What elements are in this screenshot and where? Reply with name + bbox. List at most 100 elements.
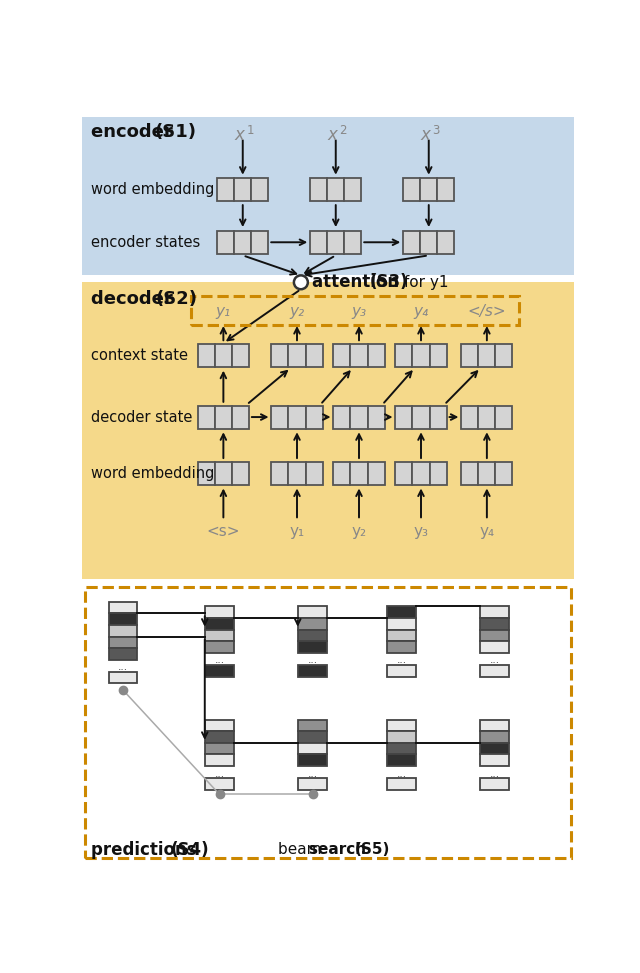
Bar bbox=[387, 778, 417, 790]
Bar bbox=[480, 630, 509, 641]
Bar bbox=[478, 462, 495, 485]
Text: context state: context state bbox=[91, 348, 188, 363]
Text: ...: ... bbox=[397, 656, 406, 666]
Bar bbox=[205, 618, 234, 630]
Text: 2: 2 bbox=[340, 125, 347, 137]
Text: decoder state: decoder state bbox=[91, 410, 192, 424]
Bar bbox=[327, 231, 344, 254]
Bar bbox=[495, 462, 513, 485]
Text: predictions: predictions bbox=[91, 841, 202, 858]
Bar bbox=[367, 462, 385, 485]
Text: ...: ... bbox=[307, 656, 317, 666]
Bar bbox=[480, 641, 509, 653]
Bar bbox=[480, 665, 509, 676]
Text: y₂: y₂ bbox=[289, 305, 305, 319]
Text: attention: attention bbox=[312, 273, 404, 291]
Bar bbox=[215, 462, 232, 485]
Text: (S1): (S1) bbox=[154, 123, 196, 141]
Text: ...: ... bbox=[214, 656, 225, 666]
Bar bbox=[420, 178, 437, 201]
Bar bbox=[215, 343, 232, 367]
Text: for y1: for y1 bbox=[399, 274, 449, 290]
Bar bbox=[387, 720, 417, 732]
Text: y₃: y₃ bbox=[413, 523, 429, 538]
Text: y₁: y₁ bbox=[216, 305, 231, 319]
Bar bbox=[351, 406, 367, 429]
Bar bbox=[234, 231, 252, 254]
Bar bbox=[412, 406, 429, 429]
Bar bbox=[351, 462, 367, 485]
Bar bbox=[298, 641, 327, 653]
Bar bbox=[367, 343, 385, 367]
Bar bbox=[333, 343, 351, 367]
Bar bbox=[198, 462, 215, 485]
Bar bbox=[205, 754, 234, 766]
Bar bbox=[298, 618, 327, 630]
Bar bbox=[480, 618, 509, 630]
Bar bbox=[298, 606, 327, 618]
Bar bbox=[252, 178, 268, 201]
Bar bbox=[298, 720, 327, 732]
Text: (S2): (S2) bbox=[156, 290, 198, 308]
Bar bbox=[387, 665, 417, 676]
Bar bbox=[109, 613, 136, 625]
Bar bbox=[387, 641, 417, 653]
Bar bbox=[387, 742, 417, 754]
Bar bbox=[198, 406, 215, 429]
Bar bbox=[387, 606, 417, 618]
Bar bbox=[83, 117, 573, 274]
Bar bbox=[232, 406, 249, 429]
Text: encoder states: encoder states bbox=[91, 234, 200, 250]
Bar bbox=[461, 406, 478, 429]
Bar bbox=[109, 602, 136, 613]
Bar bbox=[437, 231, 454, 254]
Text: encoder: encoder bbox=[91, 123, 179, 141]
Bar bbox=[310, 178, 327, 201]
Bar bbox=[403, 178, 420, 201]
Text: y₃: y₃ bbox=[351, 305, 367, 319]
Bar bbox=[205, 778, 234, 790]
Bar bbox=[461, 462, 478, 485]
Bar bbox=[298, 778, 327, 790]
Bar bbox=[234, 178, 252, 201]
Bar bbox=[217, 178, 234, 201]
Bar bbox=[84, 588, 572, 857]
Bar bbox=[298, 665, 327, 676]
Bar bbox=[495, 406, 513, 429]
Text: <s>: <s> bbox=[207, 523, 240, 538]
Bar bbox=[83, 585, 573, 860]
Bar bbox=[232, 343, 249, 367]
Bar bbox=[396, 462, 412, 485]
Text: search: search bbox=[308, 842, 371, 857]
Bar bbox=[305, 462, 323, 485]
Bar bbox=[429, 343, 447, 367]
Bar bbox=[191, 296, 520, 325]
Bar bbox=[205, 742, 234, 754]
Text: ...: ... bbox=[490, 769, 500, 778]
Text: ...: ... bbox=[214, 769, 225, 778]
Bar bbox=[232, 462, 249, 485]
Circle shape bbox=[294, 275, 308, 289]
Text: (S5): (S5) bbox=[355, 842, 390, 857]
Bar bbox=[495, 343, 513, 367]
Bar bbox=[205, 630, 234, 641]
Text: x: x bbox=[235, 126, 244, 144]
Bar bbox=[396, 406, 412, 429]
Text: beam: beam bbox=[278, 842, 326, 857]
Bar bbox=[429, 406, 447, 429]
Bar bbox=[198, 343, 215, 367]
Bar bbox=[252, 231, 268, 254]
Text: word embedding: word embedding bbox=[91, 182, 214, 198]
Bar bbox=[109, 648, 136, 660]
Bar bbox=[215, 406, 232, 429]
Bar bbox=[480, 720, 509, 732]
Bar bbox=[271, 343, 289, 367]
Bar bbox=[344, 178, 362, 201]
Bar bbox=[480, 732, 509, 742]
Text: 1: 1 bbox=[246, 125, 254, 137]
Bar bbox=[403, 231, 420, 254]
Bar bbox=[271, 462, 289, 485]
Bar bbox=[109, 672, 136, 683]
Bar bbox=[289, 343, 305, 367]
Bar bbox=[461, 343, 478, 367]
